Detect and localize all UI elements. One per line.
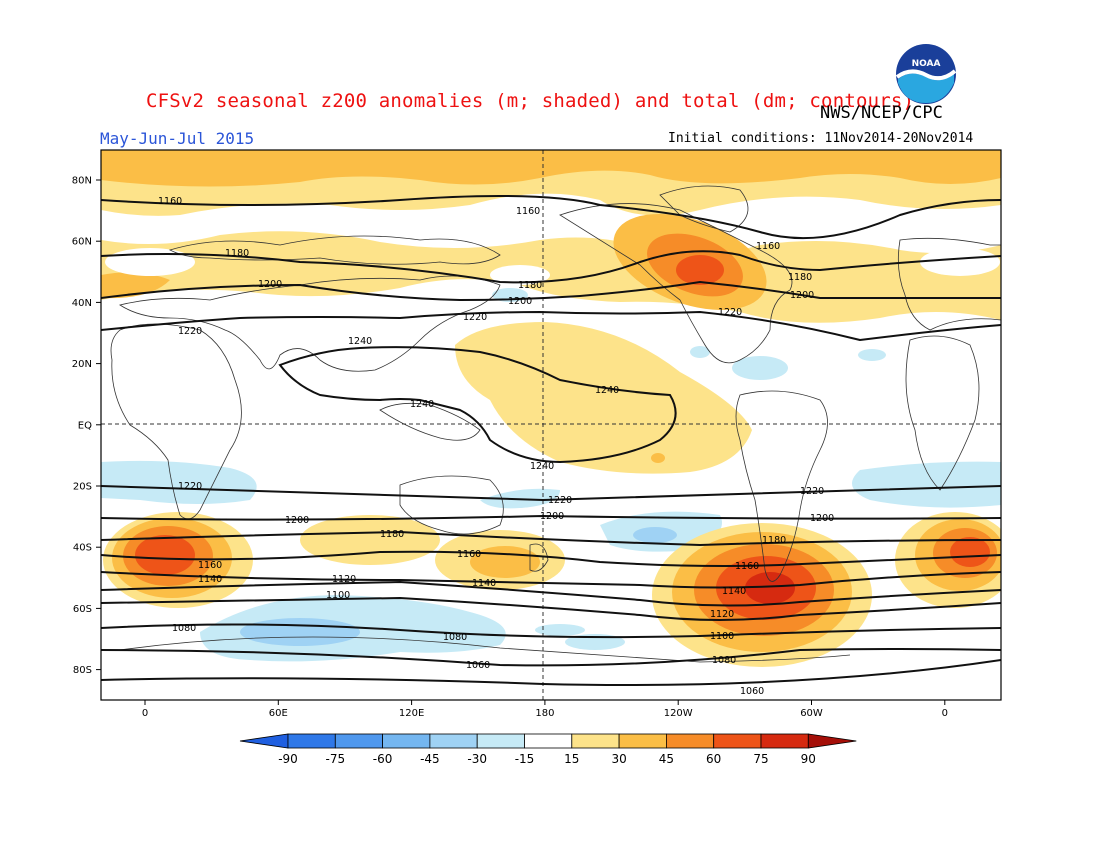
colorbar-swatch <box>571 733 620 749</box>
colorbar: -90 -75 -60 -45 -30 -15 15 30 45 60 75 90 <box>239 733 857 766</box>
colorbar-high-arrow <box>807 733 857 749</box>
lat-tick-label: EQ <box>78 420 92 431</box>
contour-label: 1100 <box>326 590 350 601</box>
lat-tick-label: 80S <box>73 665 92 676</box>
lon-tick-label: 0 <box>942 708 948 719</box>
colorbar-swatch <box>334 733 383 749</box>
contour-label: 1160 <box>457 549 481 560</box>
contour-label: 1180 <box>380 529 404 540</box>
page-title: CFSv2 seasonal z200 anomalies (m; shaded… <box>146 90 915 112</box>
lat-tick-label: 20N <box>72 359 92 370</box>
lat-tick-label: 20S <box>73 482 92 493</box>
colorbar-swatch <box>524 733 573 749</box>
lat-tick-label: 40S <box>73 543 92 554</box>
contour-label: 1200 <box>508 296 532 307</box>
colorbar-swatch <box>287 733 336 749</box>
contour-label: 1220 <box>548 495 572 506</box>
colorbar-label: 60 <box>706 752 721 766</box>
contour-label: 1240 <box>595 385 619 396</box>
colorbar-label: 90 <box>801 752 816 766</box>
contour-label: 1220 <box>178 326 202 337</box>
contour-label: 1200 <box>790 290 814 301</box>
contour-label: 1180 <box>762 535 786 546</box>
contour-label: 1120 <box>710 609 734 620</box>
colorbar-swatch <box>618 733 667 749</box>
lat-tick-label: 80N <box>72 176 92 187</box>
colorbar-swatch <box>382 733 431 749</box>
contour-label: 1160 <box>735 561 759 572</box>
contour-label: 1240 <box>410 399 434 410</box>
forecast-period: May-Jun-Jul 2015 <box>100 129 255 148</box>
contour-label: 1240 <box>530 461 554 472</box>
contour-label: 1160 <box>756 241 780 252</box>
contour-label: 1180 <box>225 248 249 259</box>
contour-label: 1120 <box>332 574 356 585</box>
contour-label: 1220 <box>718 307 742 318</box>
lon-tick-label: 0 <box>142 708 148 719</box>
contour-label: 1080 <box>172 623 196 634</box>
contour-label: 1080 <box>443 632 467 643</box>
contour-label: 1220 <box>800 486 824 497</box>
lat-tick-label: 40N <box>72 298 92 309</box>
continent-outlines <box>110 185 1001 663</box>
colorbar-swatch <box>713 733 762 749</box>
lon-tick-label: 120W <box>664 708 693 719</box>
contour-label: 1140 <box>722 586 746 597</box>
lon-tick-label: 60E <box>269 708 288 719</box>
lon-tick-label: 120E <box>399 708 424 719</box>
colorbar-label: -15 <box>515 752 535 766</box>
contour-label: 1220 <box>463 312 487 323</box>
contour-label: 1160 <box>158 196 182 207</box>
colorbar-label: -30 <box>467 752 487 766</box>
lat-tick-label: 60S <box>73 604 92 615</box>
colorbar-label: 45 <box>659 752 674 766</box>
contour-label: 1180 <box>518 280 542 291</box>
longitude-axis: 0 60E 120E 180 120W 60W 0 <box>142 700 948 719</box>
colorbar-label: 75 <box>753 752 768 766</box>
contour-label: 1060 <box>740 686 764 697</box>
contour-labels: 1160 1160 1160 1180 1180 1180 1200 1200 … <box>158 196 834 697</box>
contour-label: 1200 <box>285 515 309 526</box>
contour-label: 1220 <box>178 481 202 492</box>
colorbar-swatch <box>760 733 809 749</box>
initial-conditions: Initial conditions: 11Nov2014-20Nov2014 <box>668 131 974 146</box>
colorbar-swatch <box>476 733 525 749</box>
colorbar-low-arrow <box>239 733 289 749</box>
colorbar-swatch <box>666 733 715 749</box>
contour-label: 1140 <box>198 574 222 585</box>
contour-label: 1160 <box>198 560 222 571</box>
contour-label: 1060 <box>466 660 490 671</box>
height-contours <box>101 195 1001 686</box>
noaa-logo: NOAA <box>895 44 957 104</box>
contour-label: 1140 <box>472 578 496 589</box>
colorbar-label: -60 <box>373 752 393 766</box>
agency-label: NWS/NCEP/CPC <box>820 103 943 123</box>
contour-label: 1200 <box>540 511 564 522</box>
contour-label: 1200 <box>810 513 834 524</box>
contour-label: 1100 <box>710 631 734 642</box>
colorbar-label: 30 <box>611 752 626 766</box>
contour-label: 1080 <box>712 655 736 666</box>
colorbar-label: -75 <box>325 752 345 766</box>
lon-tick-label: 180 <box>535 708 554 719</box>
latitude-axis: 80N 60N 40N 20N EQ 20S 40S 60S 80S <box>72 176 101 676</box>
colorbar-swatch <box>429 733 478 749</box>
anomaly-shading <box>101 150 1001 667</box>
lat-tick-label: 60N <box>72 237 92 248</box>
colorbar-label: -45 <box>420 752 440 766</box>
logo-wordmark: NOAA <box>912 59 941 69</box>
contour-label: 1240 <box>348 336 372 347</box>
lon-tick-label: 60W <box>800 708 823 719</box>
contour-label: 1180 <box>788 272 812 283</box>
contour-label: 1200 <box>258 279 282 290</box>
colorbar-label: -90 <box>278 752 298 766</box>
colorbar-label: 15 <box>564 752 579 766</box>
contour-label: 1160 <box>516 206 540 217</box>
